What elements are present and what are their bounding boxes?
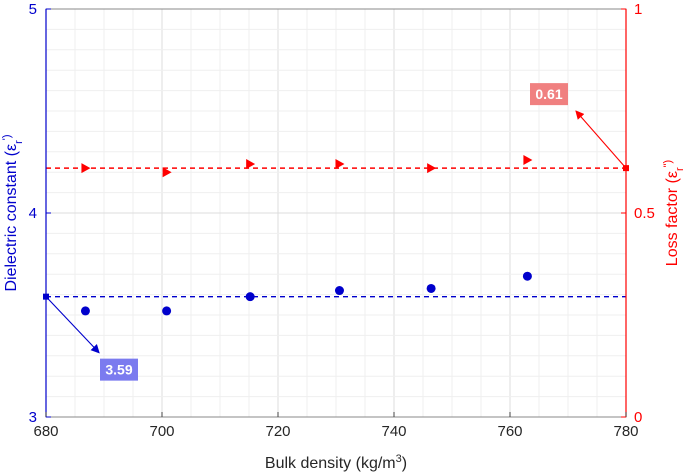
y-left-axis-label: Dielectric constant (εr'): [1, 134, 25, 291]
annotation-label: 0.61: [535, 86, 562, 102]
annotation-box: [100, 358, 138, 381]
x-tick-label: 720: [265, 423, 290, 440]
annotation-arrow: [575, 110, 627, 169]
loss-point: [246, 159, 256, 170]
x-axis-label: Bulk density (kg/m3): [265, 453, 407, 472]
annotation-arrow: [45, 296, 100, 354]
dielectric-point: [334, 286, 344, 296]
y-left-axis-label-subscript: r: [13, 140, 25, 144]
loss-point: [427, 163, 437, 174]
dielectric-point: [162, 306, 172, 316]
y-right-tick-label: 0: [634, 409, 642, 426]
dielectric-point: [245, 292, 255, 302]
y-left-tick-label: 3: [29, 409, 37, 426]
dielectric-point: [426, 283, 436, 293]
grid: [45, 8, 627, 418]
tick-labels: 680 700 720 740 760 780 3 4 5 0 0.5 1: [29, 1, 655, 440]
y-right-tick-label: 1: [634, 1, 642, 18]
x-tick-label: 700: [149, 423, 174, 440]
annotations: 3.59 0.61: [45, 83, 627, 381]
y-right-tick-label: 0.5: [634, 205, 655, 222]
x-tick-label: 680: [33, 423, 58, 440]
loss-point: [81, 163, 91, 174]
y-right-axis-label-subscript: r: [674, 167, 686, 171]
data-marks: [80, 154, 533, 316]
x-tick-label: 780: [613, 423, 638, 440]
x-tick-label: 740: [381, 423, 406, 440]
x-tick-label: 760: [497, 423, 522, 440]
dielectric-point: [522, 271, 532, 281]
y-right-axis-label: Loss factor (εr"): [662, 160, 686, 266]
loss-point: [162, 167, 172, 178]
loss-point: [335, 159, 345, 170]
annotation-label: 3.59: [105, 362, 132, 378]
y-left-tick-label: 4: [29, 205, 37, 222]
loss-point: [523, 154, 533, 165]
x-axis-label-superscript: 3: [396, 453, 402, 465]
annotation-box: [530, 83, 568, 106]
dielectric-point: [80, 306, 90, 316]
y-left-tick-label: 5: [29, 1, 37, 18]
